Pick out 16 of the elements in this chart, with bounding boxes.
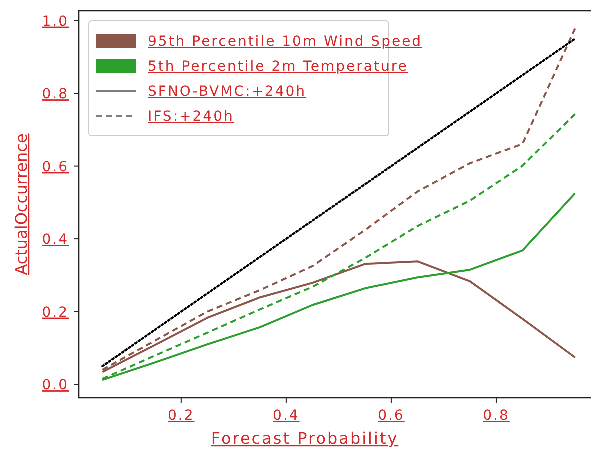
y-tick-label: 0.2 [42,304,69,321]
legend-label: 5th Percentile 2m Temperature [148,59,408,75]
y-tick-label: 0.6 [42,159,69,176]
y-axis-title: ActualOccurrence [12,134,31,276]
legend-label: SFNO-BVMC:+240h [148,84,307,100]
x-axis-title: Forecast Probability [211,429,399,448]
y-tick-label: 1.0 [42,14,69,30]
y-tick-label: 0.0 [42,378,69,394]
x-tick-label: 0.8 [483,408,510,424]
x-tick-label: 0.4 [273,408,300,424]
y-tick-label: 0.8 [42,86,69,103]
legend-label: 95th Percentile 10m Wind Speed [148,34,423,50]
legend-label: IFS:+240h [148,109,234,125]
x-tick-label: 0.6 [378,408,405,424]
y-tick-label: 0.4 [42,232,69,248]
x-tick-label: 0.2 [168,408,195,424]
